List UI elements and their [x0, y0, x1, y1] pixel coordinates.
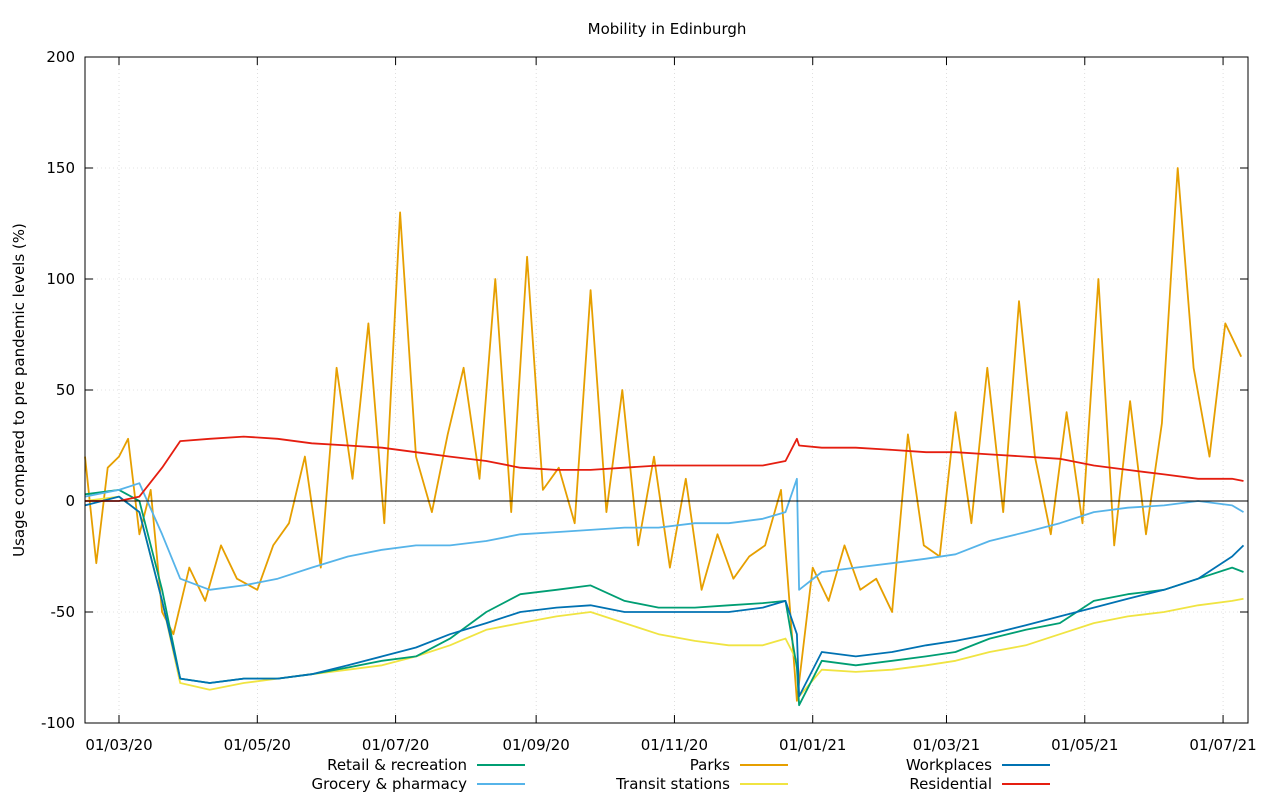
x-tick-labels: 01/03/20 01/05/20 01/07/20 01/09/20 01/11/20…	[85, 736, 1256, 754]
x-tick-label: 01/05/21	[1051, 736, 1118, 754]
x-tick-label: 01/05/20	[224, 736, 291, 754]
y-tick-label: 150	[46, 159, 75, 177]
y-tick-labels: -100 -50 0 50 100 150 200	[41, 48, 75, 732]
series-line-grocery-pharmacy	[84, 477, 1244, 591]
chart-title: Mobility in Edinburgh	[588, 20, 747, 38]
y-tick-label: -50	[51, 603, 76, 621]
grid-lines	[85, 57, 1248, 723]
y-tick-label: 50	[56, 381, 75, 399]
plot-border	[84, 56, 1249, 724]
series-line-workplaces	[84, 495, 1245, 698]
legend-label: Workplaces	[906, 756, 992, 774]
legend-label: Transit stations	[615, 775, 730, 793]
y-tick-label: 0	[65, 492, 75, 510]
x-tick-label: 01/01/21	[779, 736, 846, 754]
axis-ticks	[85, 56, 1248, 724]
x-tick-label: 01/11/20	[641, 736, 708, 754]
legend-label: Grocery & pharmacy	[312, 775, 468, 793]
y-tick-label: 100	[46, 270, 75, 288]
y-axis-title: Usage compared to pre pandemic levels (%…	[10, 223, 28, 557]
x-tick-label: 01/03/20	[85, 736, 152, 754]
legend-label: Retail & recreation	[327, 756, 467, 774]
x-tick-label: 01/07/20	[362, 736, 429, 754]
x-tick-label: 01/09/20	[502, 736, 569, 754]
x-tick-label: 01/03/21	[913, 736, 980, 754]
y-tick-label: 200	[46, 48, 75, 66]
series-lines	[84, 167, 1245, 707]
series-line-transit-stations	[84, 495, 1244, 698]
legend-label: Residential	[909, 775, 992, 793]
x-tick-label: 01/07/21	[1189, 736, 1256, 754]
series-line-parks	[84, 167, 1243, 702]
legend-label: Parks	[690, 756, 730, 774]
series-line-residential	[85, 435, 1244, 502]
y-tick-label: -100	[41, 714, 75, 732]
